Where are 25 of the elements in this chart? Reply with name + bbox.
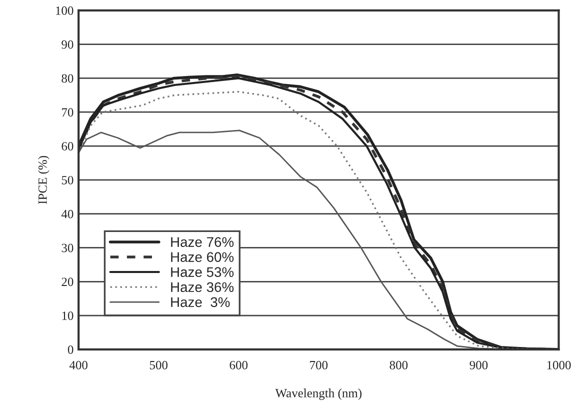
legend-label: Haze 3% [171, 297, 230, 308]
y-tick-label: 10 [62, 312, 74, 320]
legend-label: Haze 36% [171, 282, 234, 292]
x-tick-label: 600 [230, 360, 248, 370]
y-tick-label: 20 [62, 278, 74, 286]
y-tick-label: 80 [62, 74, 74, 83]
legend-label: Haze 60% [171, 252, 234, 262]
y-tick-label: 90 [62, 40, 74, 49]
x-axis-title: Wavelength (nm) [275, 388, 362, 400]
y-tick-label: 100 [56, 6, 74, 15]
legend-label: Haze 53% [171, 267, 234, 278]
x-tick-label: 800 [390, 360, 408, 370]
y-tick-label: 0 [68, 345, 74, 354]
y-tick-label: 50 [62, 176, 74, 184]
y-axis-title: IPCE (%) [38, 156, 50, 204]
x-tick-label: 400 [69, 360, 88, 370]
y-tick-label: 60 [62, 142, 74, 150]
x-tick-label: 500 [150, 360, 168, 370]
y-tick-label: 70 [62, 108, 74, 117]
x-tick-label: 900 [470, 360, 488, 370]
legend-label: Haze 76% [171, 237, 234, 247]
x-tick-label: 700 [310, 360, 328, 370]
y-tick-label: 30 [62, 244, 74, 252]
y-tick-label: 40 [61, 210, 74, 218]
x-tick-label: 1000 [547, 360, 571, 370]
